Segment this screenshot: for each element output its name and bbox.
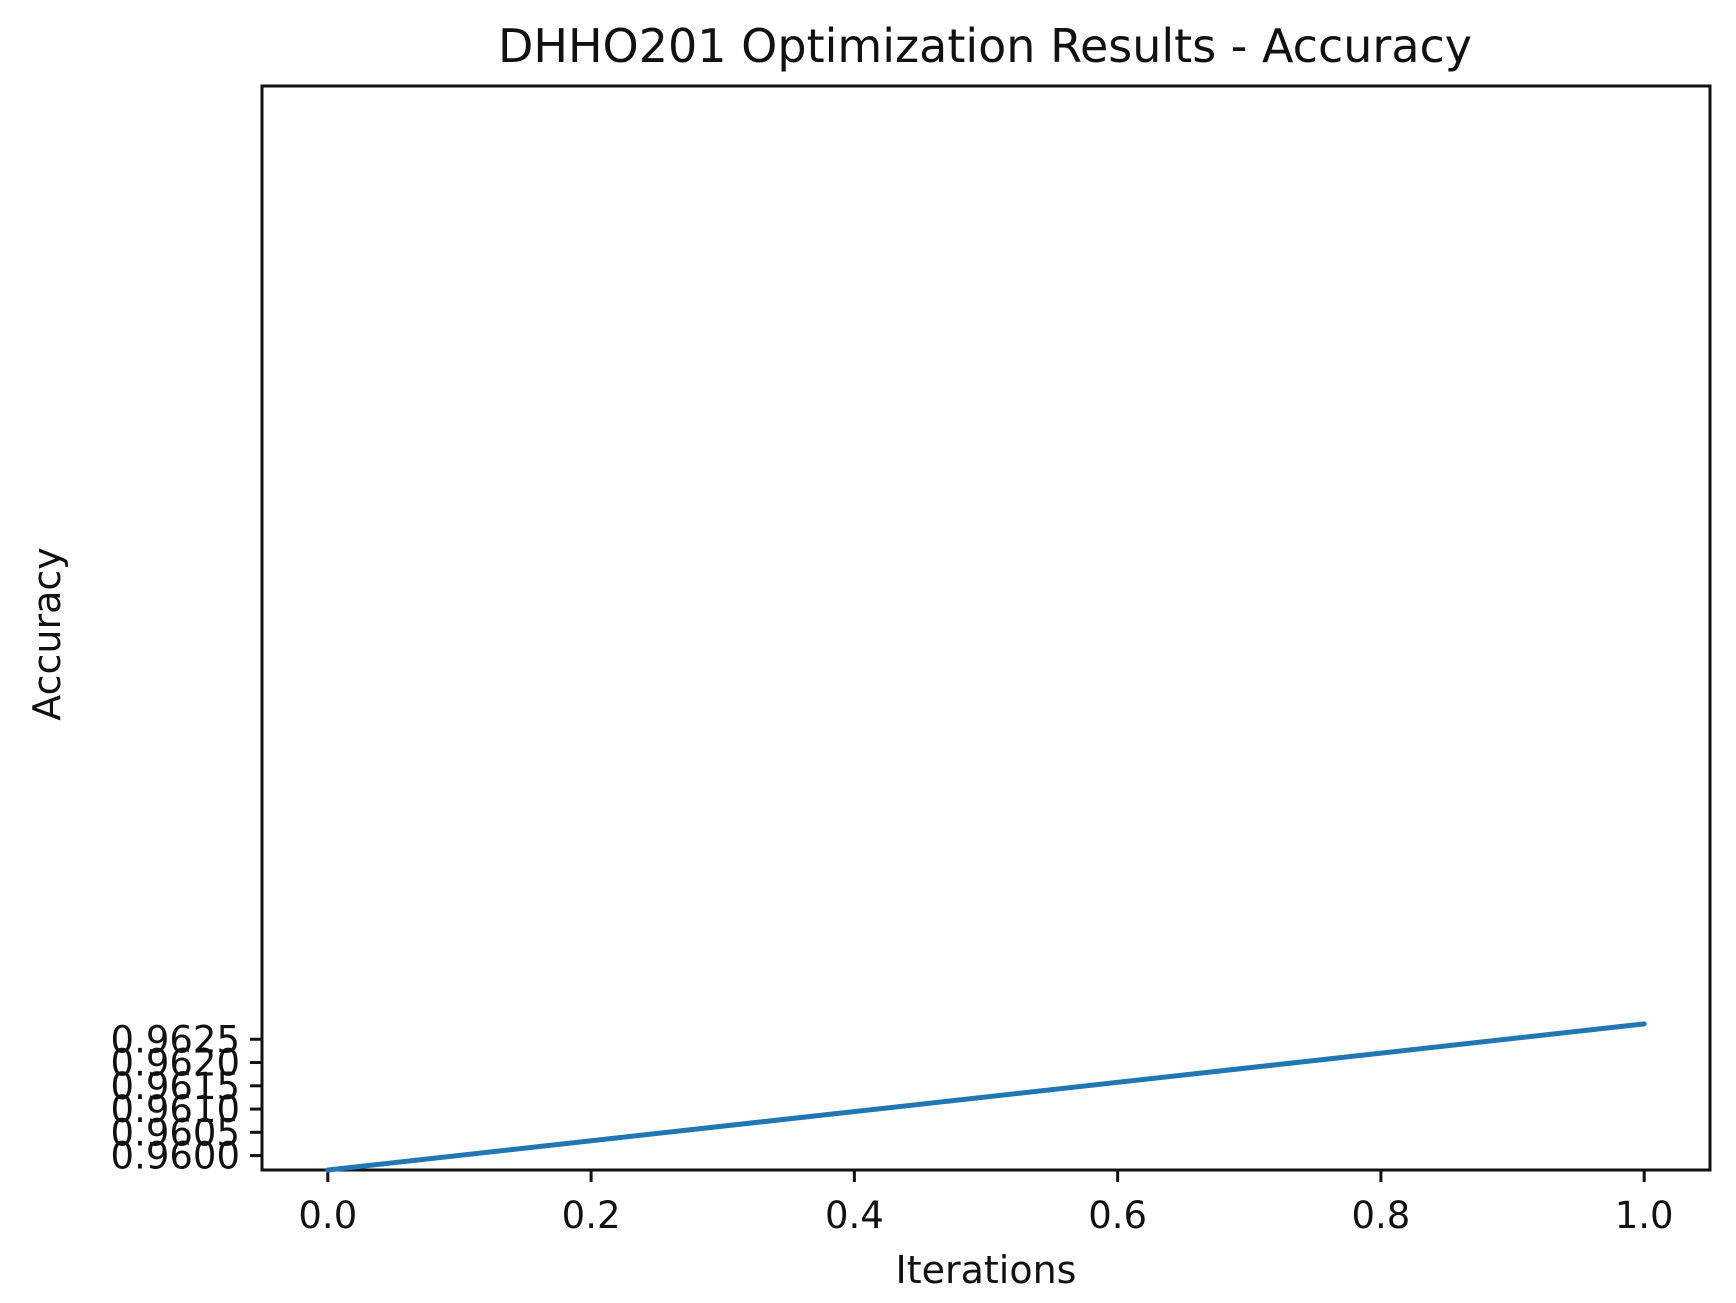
series-layer bbox=[325, 1021, 1647, 1173]
x-axis: 0.0 0.2 0.4 0.6 0.8 1.0 bbox=[298, 1170, 1674, 1237]
y-tick-label: 0.9620 bbox=[111, 1042, 240, 1085]
x-tick-label: 1.0 bbox=[1615, 1194, 1674, 1237]
y-tick-label: 0.9600 bbox=[111, 1135, 240, 1178]
y-tick-label: 0.9605 bbox=[111, 1111, 240, 1154]
plot-area bbox=[260, 84, 1712, 1172]
x-tick-label: 0.0 bbox=[298, 1194, 357, 1237]
plot-frame bbox=[260, 84, 1712, 1172]
x-tick-label: 0.8 bbox=[1351, 1194, 1410, 1237]
y-tick-label: 0.9615 bbox=[111, 1065, 240, 1108]
series-line bbox=[325, 1021, 1647, 1173]
x-axis-label: Iterations bbox=[896, 1248, 1077, 1292]
x-tick-label: 0.4 bbox=[825, 1194, 884, 1237]
y-axis-label: Accuracy bbox=[25, 547, 69, 721]
chart-title: DHHO201 Optimization Results - Accuracy bbox=[498, 19, 1472, 73]
y-tick-label: 0.9610 bbox=[111, 1088, 240, 1131]
x-tick-label: 0.6 bbox=[1088, 1194, 1147, 1237]
x-tick-label: 0.2 bbox=[562, 1194, 621, 1237]
y-tick-label: 0.9625 bbox=[111, 1018, 240, 1061]
